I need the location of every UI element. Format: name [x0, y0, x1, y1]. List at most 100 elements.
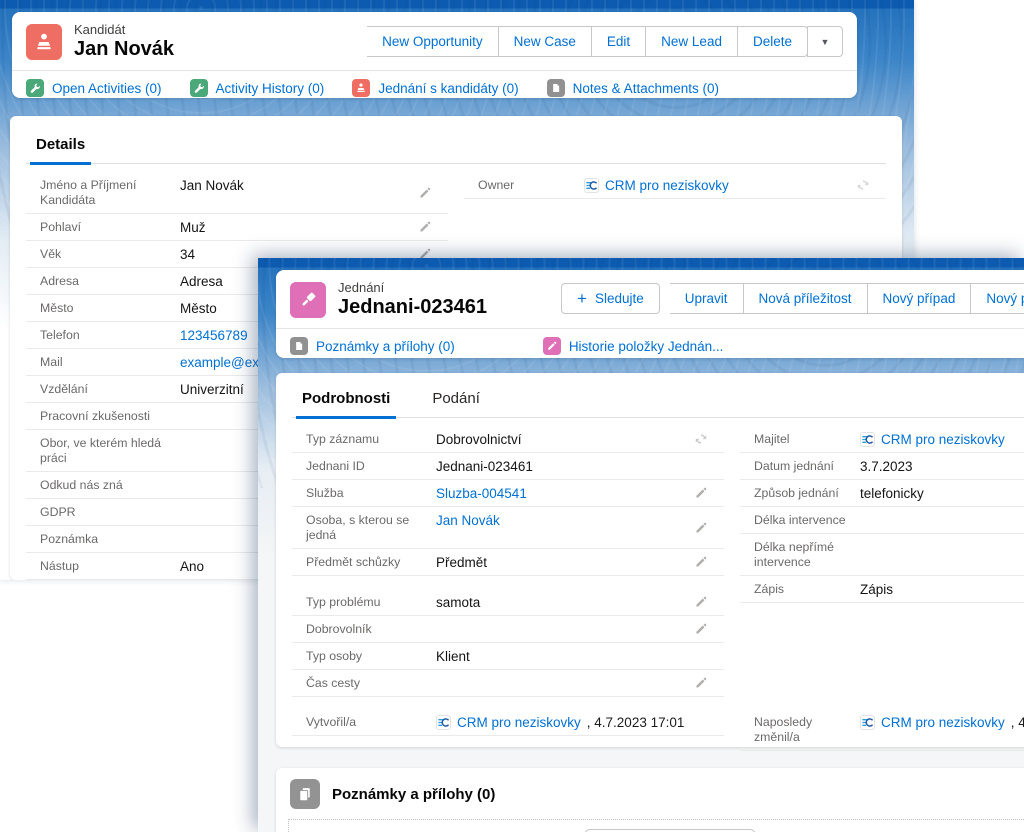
edit-pencil-icon[interactable]: [418, 186, 434, 200]
org-avatar: [436, 715, 451, 730]
field-label: Osoba, s kterou se jedná: [306, 513, 410, 542]
field-row: Město Město: [26, 295, 448, 322]
action-button[interactable]: New Lead: [646, 26, 738, 57]
field-label: Adresa: [40, 274, 79, 288]
kandidat-title-block: Kandidát Jan Novák: [74, 22, 174, 61]
edit-pencil-icon[interactable]: [694, 595, 710, 609]
owner-link[interactable]: CRM pro neziskovky: [605, 178, 729, 193]
notes-attachments-card: Poznámky a přílohy (0): [276, 768, 1024, 832]
action-button[interactable]: New Case: [498, 26, 592, 57]
field-row: Délka nepřímé intervence: [740, 534, 1024, 576]
related-list-link[interactable]: Activity History (0): [189, 79, 324, 97]
related-list-link[interactable]: Jednání s kandidáty (0): [352, 79, 519, 97]
kandidat-fields-right: Owner CRM pro neziskovky: [464, 172, 886, 580]
file-dropzone[interactable]: [288, 819, 1024, 832]
edit-pencil-icon[interactable]: [694, 622, 710, 636]
field-row: Typ osoby Klient: [292, 643, 724, 670]
jednani-title-row: Jednání Jednani-023461 + Sledujte Upravi…: [276, 270, 1024, 328]
org-avatar: [860, 715, 875, 730]
field-label: Dobrovolník: [306, 622, 372, 636]
field-row: Poznámka: [26, 526, 448, 553]
edit-pencil-icon[interactable]: [694, 555, 710, 569]
field-row: Předmět schůzky Předmět: [292, 549, 724, 576]
field-label: Odkud nás zná: [40, 478, 123, 492]
field-label: Jméno a Příjmení Kandidáta: [40, 178, 137, 207]
field-value: 34: [180, 247, 196, 262]
field-row: Služba Sluzba-004541: [292, 480, 724, 507]
action-button[interactable]: New Opportunity: [367, 26, 499, 57]
edit-pencil-icon[interactable]: [694, 676, 710, 690]
action-button[interactable]: Nový případ: [867, 283, 972, 314]
more-actions-button[interactable]: ▼: [807, 26, 843, 57]
change-owner-icon[interactable]: [856, 178, 872, 192]
field-label: Typ osoby: [306, 649, 363, 663]
org-avatar: [860, 432, 875, 447]
tab[interactable]: Podrobnosti: [296, 386, 397, 419]
edit-pencil-icon[interactable]: [694, 521, 710, 535]
notes-section-header: Poznámky a přílohy (0): [276, 768, 1024, 819]
field-row: Věk 34: [26, 241, 448, 268]
follow-button[interactable]: + Sledujte: [561, 283, 660, 314]
field-value: Předmět: [436, 555, 488, 570]
action-button[interactable]: Delete: [737, 26, 808, 57]
modified-by-link[interactable]: CRM pro neziskovky: [881, 715, 1005, 730]
action-button[interactable]: Upravit: [669, 283, 744, 314]
jednani-details-card: Podrobnosti Podání Typ záznamu Dobrovolni…: [276, 373, 1024, 751]
field-row: Jméno a Příjmení Kandidáta Jan Novák: [26, 172, 448, 214]
related-list-link[interactable]: Notes & Attachments (0): [546, 79, 719, 97]
field-value: Univerzitní: [180, 382, 244, 397]
field-value: Ano: [180, 559, 205, 574]
field-label: Jednani ID: [306, 459, 365, 473]
field-value[interactable]: CRM pro neziskovky: [881, 432, 1005, 447]
field-value[interactable]: 123456789: [180, 328, 248, 343]
field-value: samota: [436, 595, 481, 610]
related-list-link[interactable]: Open Activities (0): [26, 79, 162, 97]
field-label: Vzdělání: [40, 382, 88, 396]
field-value[interactable]: example@ex: [180, 355, 259, 370]
field-value: Zápis: [860, 582, 894, 597]
field-label: Způsob jednání: [754, 486, 839, 500]
field-row: Zápis Zápis: [740, 576, 1024, 603]
action-button[interactable]: Nová příležitost: [743, 283, 868, 314]
field-row: Odkud nás zná: [26, 472, 448, 499]
action-button[interactable]: Nový prodejní t: [971, 283, 1024, 314]
field-row: Jednani ID Jednani-023461: [292, 453, 724, 480]
related-list-link[interactable]: Historie položky Jednán...: [542, 337, 723, 355]
field-label: Mail: [40, 355, 63, 369]
created-by-link[interactable]: CRM pro neziskovky: [457, 715, 581, 730]
field-value: 3.7.2023: [860, 459, 913, 474]
tab[interactable]: Podání: [426, 386, 486, 419]
page-title: Jednani-023461: [338, 296, 487, 318]
change-record-type-icon[interactable]: [694, 432, 710, 446]
field-label: GDPR: [40, 505, 76, 519]
jednani-tabbar: Podrobnosti Podání: [292, 382, 1024, 419]
entity-label: Kandidát: [74, 22, 126, 37]
field-label: Typ problému: [306, 595, 381, 609]
field-label: Služba: [306, 486, 344, 500]
field-row: Nástup Ano: [26, 553, 448, 580]
edit-pencil-icon[interactable]: [418, 247, 434, 261]
field-label: Poznámka: [40, 532, 99, 546]
modified-by-row: Naposledy změnil/a CRM pro neziskovky , …: [740, 709, 1024, 751]
tab-details[interactable]: Details: [30, 132, 92, 165]
action-button[interactable]: Edit: [591, 26, 647, 57]
jednani-actions: + Sledujte Upravit Nová příležitost Nový p…: [561, 283, 1024, 314]
field-row: Délka intervence: [740, 507, 1024, 534]
field-label: Vytvořil/a: [306, 715, 357, 729]
field-value[interactable]: Sluzba-004541: [436, 486, 527, 501]
edit-pencil-icon[interactable]: [694, 486, 710, 500]
kandidat-related-links: Open Activities (0) Activity History (0)…: [12, 70, 857, 105]
field-label: Owner: [478, 178, 515, 192]
field-value[interactable]: Jan Novák: [436, 513, 500, 528]
activity-icon: [189, 79, 208, 97]
kandidat-button-group: New Opportunity New Case Edit New Lead Delet…: [367, 26, 808, 57]
related-list-link[interactable]: Poznámky a přílohy (0): [290, 337, 455, 355]
jednani-fields-left: Typ záznamu Dobrovolnictví Jednani ID: [292, 426, 724, 697]
field-label: Typ záznamu: [306, 432, 380, 446]
edit-pencil-icon[interactable]: [418, 220, 434, 234]
field-row: Vzdělání Univerzitní: [26, 376, 448, 403]
flashlight-entity-icon: [290, 281, 326, 318]
entity-label: Jednání: [338, 280, 385, 295]
